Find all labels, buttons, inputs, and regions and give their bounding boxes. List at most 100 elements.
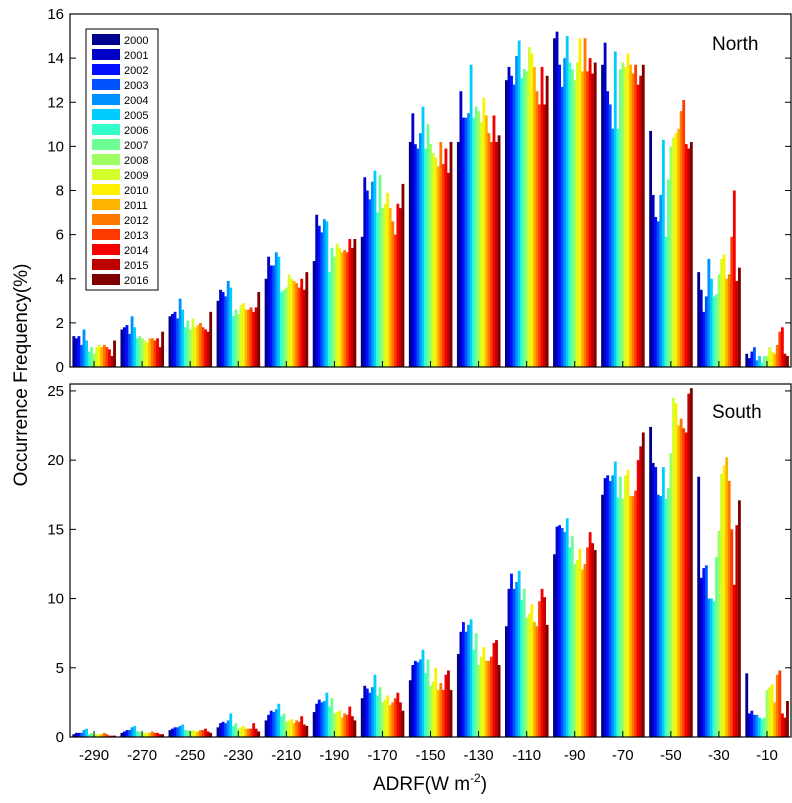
- north-bar--50-2014: [684, 144, 688, 367]
- north-bar--130-2008: [477, 111, 481, 367]
- north-bar--230-2005: [229, 287, 233, 367]
- south-bar--50-2009: [672, 397, 675, 737]
- south-bar--90-2001: [555, 526, 559, 737]
- south-bar--30-2011: [725, 457, 729, 737]
- north-bar--230-2006: [231, 316, 235, 367]
- north-bar--230-2003: [224, 296, 228, 367]
- south-y-tick-label: 15: [47, 521, 64, 538]
- north-y-tick-label: 14: [47, 50, 64, 67]
- legend-swatch-2006: [92, 124, 120, 135]
- north-bar--210-2008: [285, 287, 288, 367]
- south-bar--150-2001: [411, 665, 415, 737]
- north-bar--130-2016: [497, 135, 501, 367]
- north-bar--270-2016: [161, 331, 165, 367]
- north-bar--10-2002: [750, 351, 754, 367]
- south-bar--290-2013: [105, 734, 109, 737]
- south-bar--70-2004: [611, 475, 615, 737]
- north-bar--250-2007: [186, 320, 190, 367]
- north-bar--250-2000: [168, 316, 172, 367]
- north-bar--50-2004: [659, 194, 663, 367]
- legend-swatch-2013: [92, 229, 120, 240]
- north-bar--190-2010: [338, 247, 342, 367]
- south-bar--50-2016: [689, 388, 693, 737]
- south-bar--150-2006: [424, 673, 427, 737]
- north-bar--30-2015: [735, 280, 739, 367]
- legend-swatch-2011: [92, 199, 120, 210]
- south-bar--270-2002: [125, 730, 129, 737]
- north-bar--170-2003: [368, 199, 372, 367]
- south-bar--210-2015: [302, 724, 306, 737]
- north-bar--270-2009: [143, 340, 147, 367]
- north-bar--270-2004: [130, 316, 134, 367]
- south-bar--70-2000: [601, 494, 604, 737]
- south-bar--190-2013: [345, 714, 349, 737]
- north-bar--270-2001: [123, 327, 126, 367]
- north-bar--210-2011: [292, 280, 296, 367]
- south-bar--230-2010: [242, 725, 245, 737]
- south-bar--70-2008: [621, 498, 625, 737]
- north-bar--130-2014: [492, 115, 496, 368]
- south-bar--210-2011: [292, 723, 296, 737]
- south-bar--210-2001: [267, 714, 271, 737]
- north-bar--130-2004: [467, 113, 470, 367]
- north-bar--90-2014: [588, 58, 592, 368]
- north-bar--10-2015: [783, 353, 787, 367]
- north-bar--290-2014: [108, 349, 111, 367]
- north-bar--170-2012: [391, 221, 395, 367]
- north-bar--110-2007: [522, 69, 526, 367]
- south-bar--150-2014: [444, 674, 448, 737]
- north-bar--130-2003: [464, 117, 468, 367]
- north-bar--210-2002: [269, 265, 273, 367]
- south-bar--10-2005: [758, 717, 761, 737]
- legend-label-2014: 2014: [124, 245, 148, 257]
- south-bar--190-2014: [348, 706, 352, 737]
- south-bar--230-2014: [252, 723, 256, 737]
- south-bar--90-2008: [573, 563, 577, 737]
- south-bar--70-2007: [618, 476, 622, 737]
- south-bar--150-2016: [449, 689, 453, 737]
- south-bar--270-2001: [123, 731, 126, 737]
- north-bar--210-2015: [302, 289, 306, 367]
- south-y-tick-label: 0: [56, 729, 64, 746]
- north-bar--90-2004: [563, 58, 567, 368]
- south-bar--50-2008: [669, 453, 673, 737]
- south-bar--130-2010: [482, 647, 486, 737]
- north-bar--70-2006: [616, 128, 620, 367]
- south-bar--250-2003: [176, 727, 180, 737]
- south-bar--190-2009: [335, 712, 339, 737]
- x-tick-label: -270: [127, 747, 157, 764]
- north-bar--90-2012: [583, 38, 587, 368]
- north-bar--290-2012: [102, 344, 106, 367]
- south-bar--250-2016: [209, 732, 213, 737]
- north-bar--290-2008: [92, 353, 96, 367]
- south-bar--290-2010: [97, 734, 101, 737]
- south-bar--50-2004: [659, 496, 663, 737]
- north-bar--210-2006: [279, 291, 283, 367]
- north-bar--50-2007: [667, 179, 670, 367]
- south-bar--10-2008: [765, 689, 769, 737]
- north-bar--250-2006: [183, 327, 187, 367]
- north-bar--70-2013: [634, 64, 638, 368]
- north-bar--230-2012: [247, 309, 250, 367]
- south-bar--90-2003: [560, 527, 564, 737]
- north-bar--30-2014: [732, 190, 736, 367]
- south-bar--10-2015: [783, 717, 787, 737]
- south-bar--90-2004: [563, 532, 567, 737]
- north-bar--230-2009: [239, 305, 243, 367]
- north-bar--170-2016: [401, 183, 405, 367]
- south-bar--150-2004: [419, 659, 422, 737]
- north-bar--290-2001: [74, 338, 78, 367]
- x-tick-label: -210: [271, 747, 301, 764]
- south-bar--290-2011: [100, 734, 104, 737]
- south-bar--150-2000: [408, 680, 412, 737]
- south-bar--150-2007: [426, 659, 430, 737]
- south-bar--230-2003: [224, 723, 228, 737]
- south-bar--130-2007: [474, 633, 478, 737]
- south-bar--250-2011: [196, 731, 200, 737]
- north-bar--250-2005: [181, 309, 185, 367]
- legend-label-2008: 2008: [124, 155, 148, 167]
- south-bar--170-2003: [368, 692, 372, 737]
- legend-label-2001: 2001: [124, 50, 148, 62]
- north-bar--130-2012: [487, 133, 491, 367]
- north-bar--110-2004: [515, 55, 519, 368]
